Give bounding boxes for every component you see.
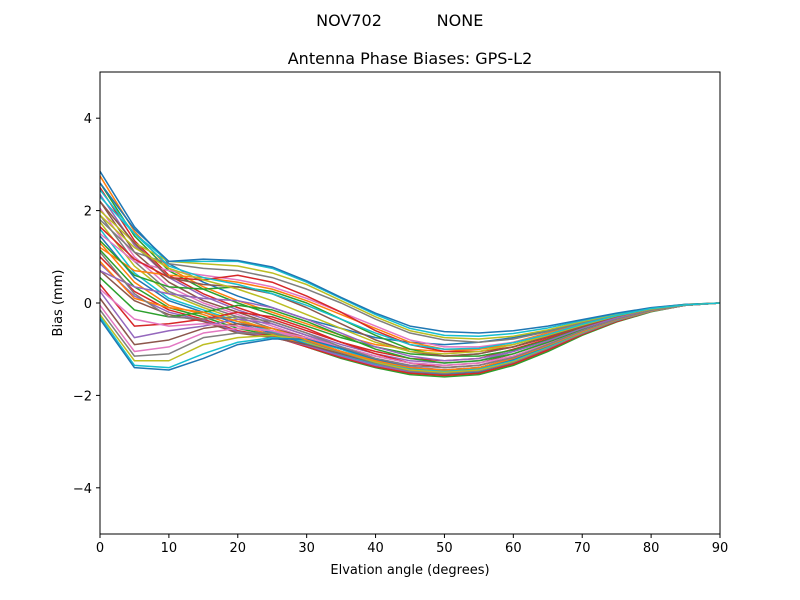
x-tick-label: 70 xyxy=(574,541,591,556)
chart-title: Antenna Phase Biases: GPS-L2 xyxy=(288,49,533,68)
y-axis-ticks: −4 −2 0 2 4 xyxy=(73,112,100,497)
x-tick-label: 30 xyxy=(298,541,315,556)
x-axis-label: Elvation angle (degrees) xyxy=(330,563,489,578)
suptitle-left: NOV702 xyxy=(316,11,382,30)
y-tick-label: −2 xyxy=(73,389,92,404)
x-tick-label: 80 xyxy=(643,541,660,556)
x-tick-label: 0 xyxy=(96,541,104,556)
y-axis-label: Bias (mm) xyxy=(51,270,66,337)
series-line-35 xyxy=(99,269,721,362)
x-axis-ticks: 0 10 20 30 40 50 60 70 80 90 xyxy=(96,534,728,556)
series-line-40 xyxy=(99,189,721,350)
series-line-38 xyxy=(99,251,721,369)
y-tick-label: 2 xyxy=(84,205,92,220)
x-tick-label: 40 xyxy=(367,541,384,556)
x-tick-label: 20 xyxy=(230,541,247,556)
x-tick-label: 60 xyxy=(505,541,522,556)
x-tick-label: 50 xyxy=(436,541,453,556)
series-line-21 xyxy=(99,182,721,334)
y-tick-label: 4 xyxy=(84,112,92,127)
y-tick-label: −4 xyxy=(73,482,92,497)
suptitle-right: NONE xyxy=(437,11,484,30)
y-tick-label: 0 xyxy=(84,297,92,312)
x-tick-label: 10 xyxy=(161,541,178,556)
series-lines xyxy=(99,170,721,378)
x-tick-label: 90 xyxy=(712,541,729,556)
